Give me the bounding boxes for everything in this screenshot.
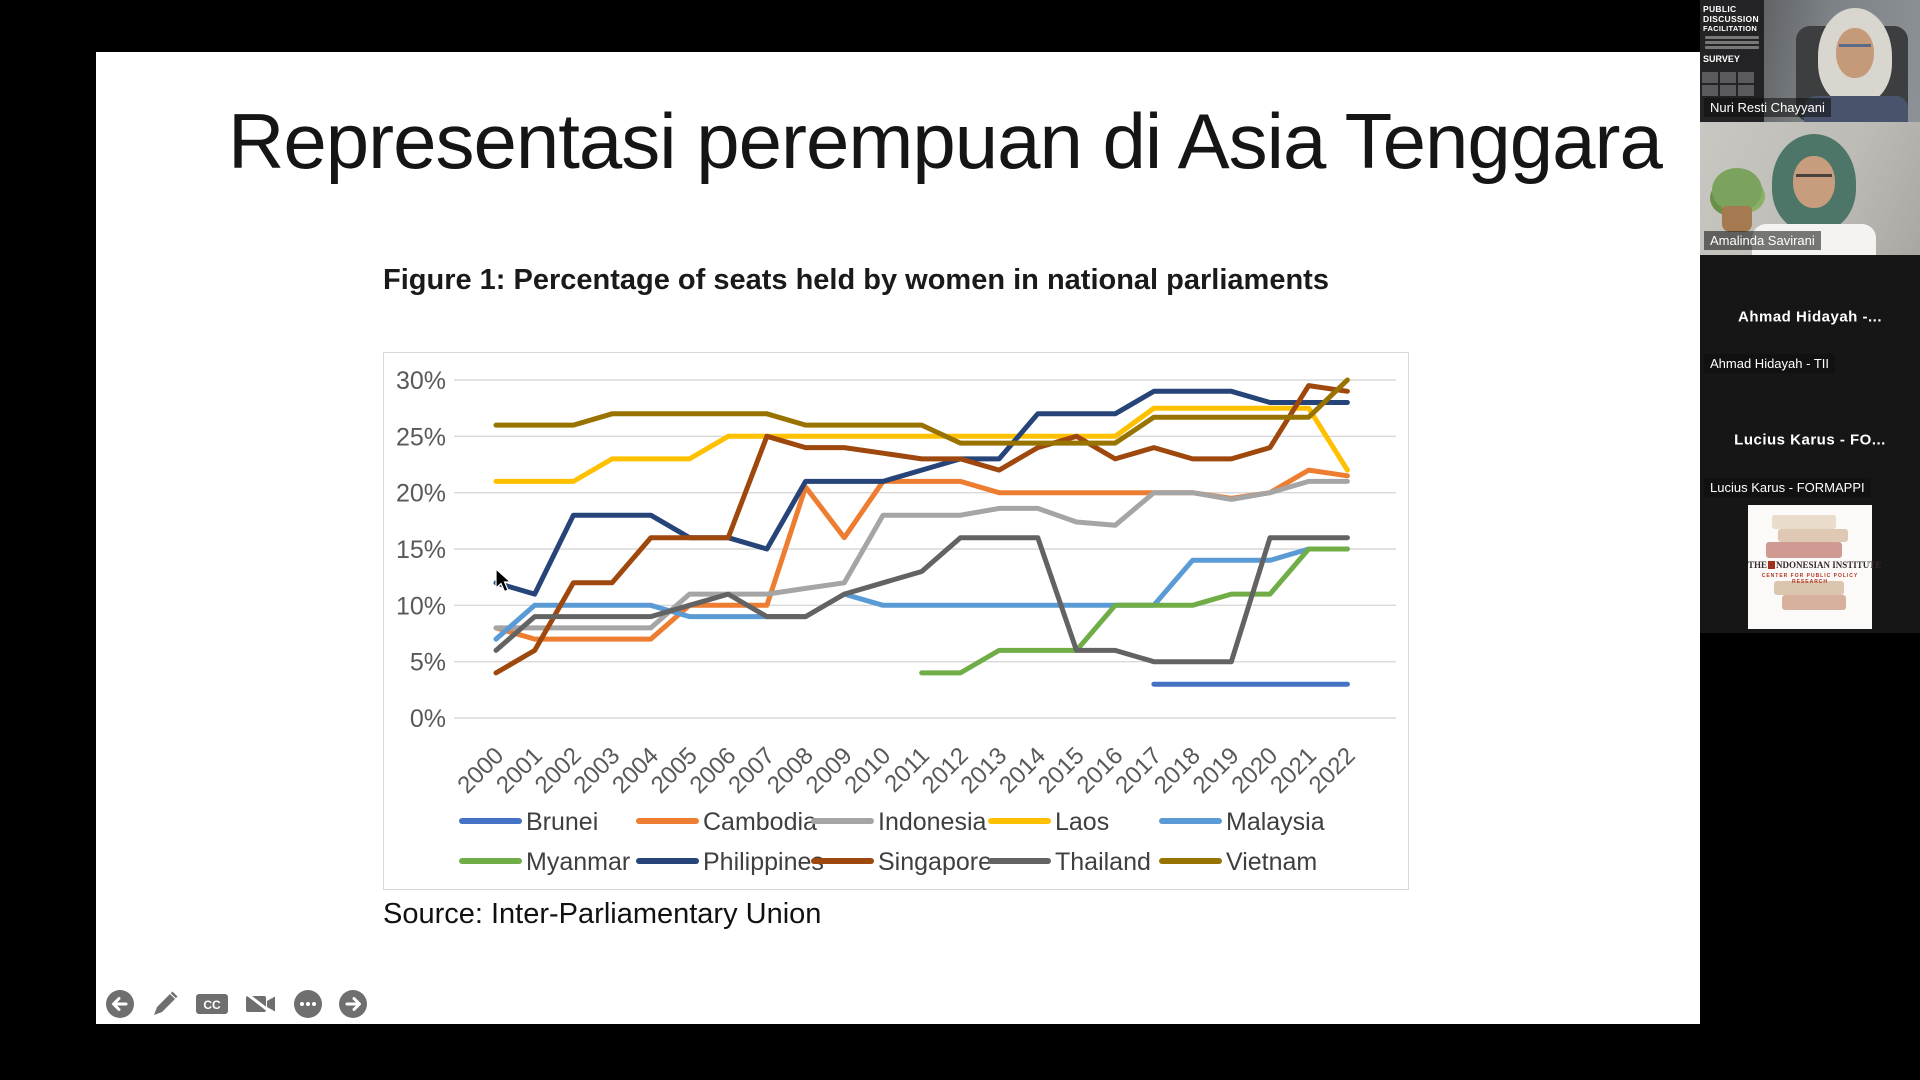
logo-i-icon bbox=[1768, 561, 1776, 569]
y-tick-label: 10% bbox=[396, 592, 446, 620]
participant-tile-ahmad[interactable]: Ahmad Hidayah -... Ahmad Hidayah - TII bbox=[1700, 255, 1920, 378]
series-line-laos bbox=[493, 405, 1350, 484]
logo-subtitle: CENTER FOR PUBLIC POLICY RESEARCH bbox=[1761, 573, 1859, 585]
poster-text: FACILITATION bbox=[1703, 24, 1758, 33]
y-tick-label: 15% bbox=[396, 536, 446, 564]
legend-label-thailand: Thailand bbox=[1055, 848, 1151, 876]
participant-display-name: Lucius Karus - FO... bbox=[1734, 431, 1886, 449]
series-line-indonesia bbox=[493, 478, 1350, 631]
poster-text: PUBLIC bbox=[1703, 4, 1737, 14]
glasses bbox=[1839, 44, 1871, 56]
series-line-philippines bbox=[493, 388, 1350, 597]
legend-label-myanmar: Myanmar bbox=[526, 848, 630, 876]
participant-tile-indonesian-institute[interactable]: THE NDONESIAN INSTITUTE CENTER FOR PUBLIC… bbox=[1700, 502, 1920, 633]
legend-label-malaysia: Malaysia bbox=[1226, 808, 1325, 836]
pen-icon[interactable] bbox=[149, 988, 181, 1020]
series-line-singapore bbox=[493, 383, 1350, 676]
slide-title: Representasi perempuan di Asia Tenggara bbox=[228, 97, 1663, 185]
legend-label-singapore: Singapore bbox=[878, 848, 992, 876]
indonesian-institute-logo: THE NDONESIAN INSTITUTE CENTER FOR PUBLIC… bbox=[1748, 505, 1882, 629]
poster-text: SURVEY bbox=[1703, 54, 1740, 64]
plant bbox=[1712, 168, 1762, 212]
participant-display-name: Ahmad Hidayah -... bbox=[1737, 308, 1883, 325]
participant-tile-amalinda[interactable]: Amalinda Savirani bbox=[1700, 122, 1920, 255]
source-note: Source: Inter-Parliamentary Union bbox=[383, 898, 822, 930]
participant-tile-nuri[interactable]: PUBLIC DISCUSSION FACILITATION SURVEY Nu… bbox=[1700, 0, 1920, 122]
camera-off-icon[interactable] bbox=[243, 988, 279, 1020]
legend-label-cambodia: Cambodia bbox=[703, 808, 817, 836]
legend-label-philippines: Philippines bbox=[703, 848, 824, 876]
more-options-icon[interactable] bbox=[292, 988, 324, 1020]
legend-label-vietnam: Vietnam bbox=[1226, 848, 1317, 876]
svg-text:CC: CC bbox=[203, 998, 221, 1012]
participant-name-badge: Lucius Karus - FORMAPPI bbox=[1704, 478, 1871, 497]
glasses bbox=[1796, 174, 1832, 186]
mouse-cursor bbox=[495, 568, 513, 593]
chart-canvas: 0%5%10%15%20%25%30%200020012002200320042… bbox=[396, 367, 1396, 876]
closed-captions-icon[interactable]: CC bbox=[194, 988, 230, 1020]
poster-photo-grid bbox=[1702, 72, 1754, 96]
series-line-vietnam bbox=[493, 377, 1350, 446]
parliament-line-chart: 0% 5% 10% 15% 20% 25% 30% 2000 2001 2002 2003 2004 2… bbox=[383, 352, 1409, 890]
participant-name-badge: Amalinda Savirani bbox=[1704, 231, 1821, 250]
forward-arrow-icon[interactable] bbox=[337, 988, 369, 1020]
y-tick-label: 0% bbox=[410, 705, 446, 733]
x-tick-label: 2022 bbox=[1304, 742, 1361, 799]
series-line-malaysia bbox=[493, 546, 1350, 642]
logo-title: THE NDONESIAN INSTITUTE bbox=[1748, 560, 1882, 570]
series-line-thailand bbox=[493, 535, 1350, 665]
participant-name-badge: Nuri Resti Chayyani bbox=[1704, 98, 1831, 117]
x-tick: 2022 bbox=[1304, 742, 1361, 799]
chart-title: Figure 1: Percentage of seats held by wo… bbox=[383, 264, 1329, 296]
participant-tile-lucius[interactable]: Lucius Karus - FO... Lucius Karus - FORM… bbox=[1700, 378, 1920, 502]
legend-label-indonesia: Indonesia bbox=[878, 808, 987, 836]
y-tick-label: 5% bbox=[410, 649, 446, 677]
presenter-toolbar: CC bbox=[104, 986, 369, 1022]
participant-name-badge: Ahmad Hidayah - TII bbox=[1704, 354, 1835, 373]
back-arrow-icon[interactable] bbox=[104, 988, 136, 1020]
participants-sidebar: PUBLIC DISCUSSION FACILITATION SURVEY Nu… bbox=[1700, 0, 1920, 1080]
y-tick-label: 25% bbox=[396, 423, 446, 451]
series-line-myanmar bbox=[919, 546, 1350, 676]
legend-label-brunei: Brunei bbox=[526, 808, 598, 836]
shared-slide: Representasi perempuan di Asia Tenggara … bbox=[96, 52, 1700, 1024]
y-tick-label: 30% bbox=[396, 367, 446, 395]
poster-text: DISCUSSION bbox=[1703, 14, 1759, 24]
legend-label-laos: Laos bbox=[1055, 808, 1109, 836]
y-tick-label: 20% bbox=[396, 480, 446, 508]
